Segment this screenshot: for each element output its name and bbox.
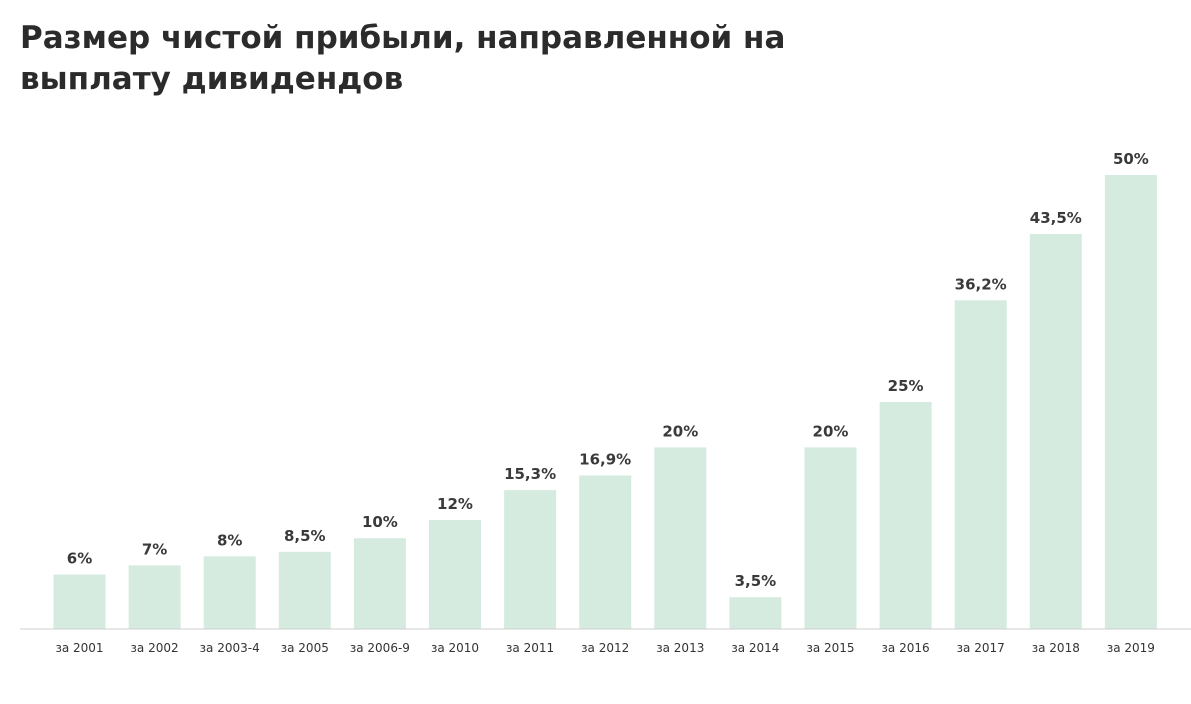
x-tick-label: за 2003-4 — [200, 641, 260, 655]
bar-value-label: 8,5% — [284, 527, 326, 545]
bar-value-label: 16,9% — [579, 451, 631, 469]
x-tick-label: за 2014 — [731, 641, 779, 655]
bar — [879, 402, 932, 629]
bar-value-label: 6% — [67, 550, 92, 568]
x-tick-label: за 2013 — [656, 641, 704, 655]
x-tick-label: за 2006-9 — [350, 641, 410, 655]
x-tick-label: за 2017 — [957, 641, 1005, 655]
bar-value-label: 36,2% — [955, 275, 1007, 293]
bar-value-label: 15,3% — [504, 465, 556, 483]
x-tick-label: за 2015 — [806, 641, 854, 655]
bar — [504, 490, 557, 629]
x-tick-label: за 2011 — [506, 641, 554, 655]
bar — [654, 447, 707, 629]
x-tick-label: за 2012 — [581, 641, 629, 655]
bars-group — [53, 175, 1157, 629]
bar — [1029, 234, 1082, 629]
bar-value-label: 20% — [662, 422, 698, 440]
bar — [429, 520, 481, 629]
x-tick-label: за 2005 — [281, 641, 329, 655]
bar-value-label: 25% — [888, 377, 924, 395]
x-tick-label: за 2018 — [1032, 641, 1080, 655]
value-labels-group: 6% 7% 8% 8,5% 10% 12% 15,3% 16,9% 20% 3,5% 20% 25% 3… — [67, 150, 1149, 590]
bar-value-label: 10% — [362, 513, 398, 531]
bar-value-label: 3,5% — [735, 572, 777, 590]
bar-value-label: 8% — [217, 531, 242, 549]
x-tick-label: за 2002 — [131, 641, 179, 655]
bar — [804, 447, 857, 629]
bar — [353, 538, 406, 629]
x-tick-label: за 2016 — [882, 641, 930, 655]
chart-title: Размер чистой прибыли, направленной на в… — [20, 20, 786, 97]
x-tick-label: за 2010 — [431, 641, 479, 655]
bar — [954, 300, 1007, 629]
bar — [203, 556, 256, 629]
x-tick-label: за 2019 — [1107, 641, 1155, 655]
bar-value-label: 7% — [142, 540, 167, 558]
bar-value-label: 43,5% — [1030, 209, 1082, 227]
bar — [278, 551, 331, 629]
bar — [53, 574, 106, 629]
x-tick-label: за 2001 — [55, 641, 103, 655]
bar-value-label: 12% — [437, 495, 473, 513]
bar-value-label: 50% — [1113, 150, 1149, 168]
bar — [729, 597, 782, 629]
bar — [128, 565, 181, 629]
tick-labels-group: за 2001 за 2002 за 2003-4 за 2005 за 2006-9 з… — [55, 641, 1154, 655]
bar — [579, 475, 632, 629]
bar — [1104, 175, 1157, 629]
bar-value-label: 20% — [813, 422, 849, 440]
